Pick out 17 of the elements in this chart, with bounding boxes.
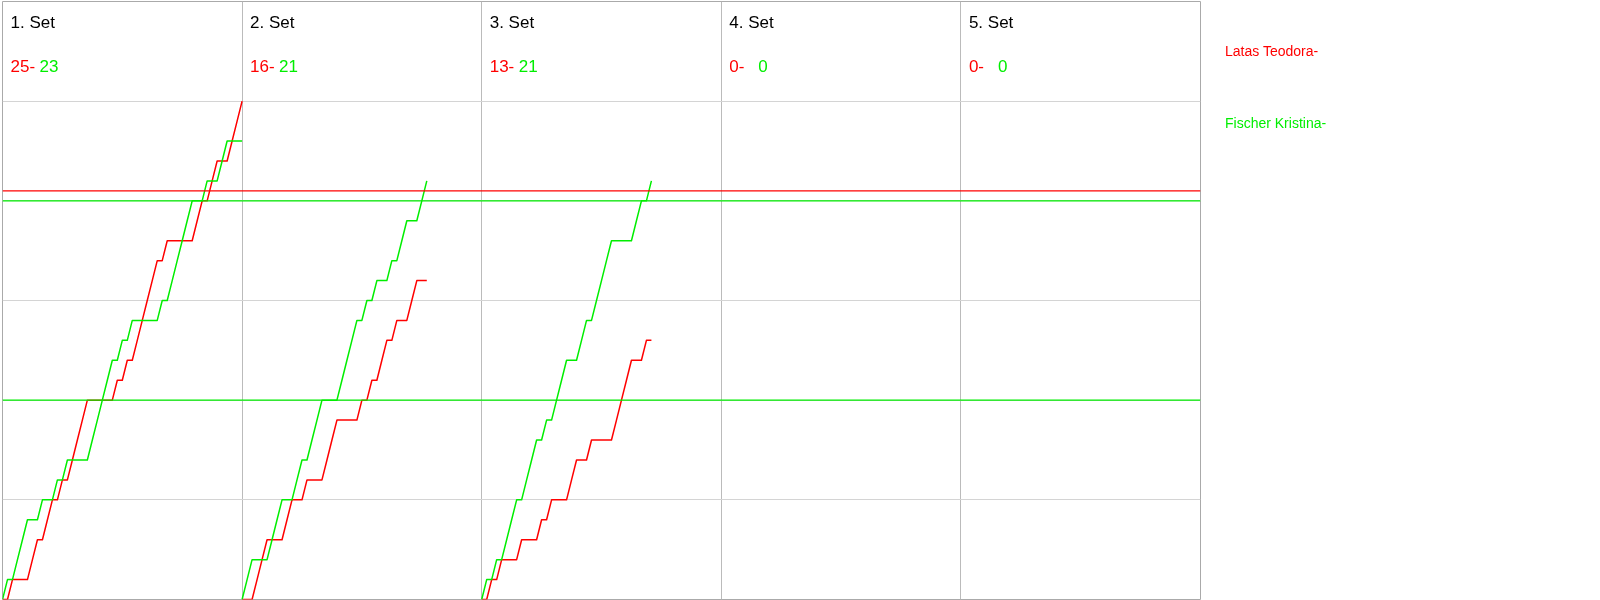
text: 3. Set: [489, 12, 535, 32]
text: 5. Set: [968, 12, 1014, 32]
text: 21: [279, 56, 299, 76]
text: 25-: [10, 56, 36, 76]
text: 23: [39, 56, 59, 76]
text: 0-: [968, 56, 985, 76]
text: 1. Set: [10, 12, 56, 32]
text: 21: [518, 56, 538, 76]
text: 4. Set: [729, 12, 774, 32]
text: 0: [997, 56, 1008, 76]
text: 13-: [489, 56, 515, 76]
text: Latas Teodora-: [1225, 42, 1320, 61]
text: 0-: [729, 56, 745, 76]
text: 2. Set: [250, 12, 295, 32]
text: Fischer Kristina-: [1225, 114, 1327, 133]
text: 0: [758, 56, 768, 76]
text: 16-: [250, 56, 275, 76]
